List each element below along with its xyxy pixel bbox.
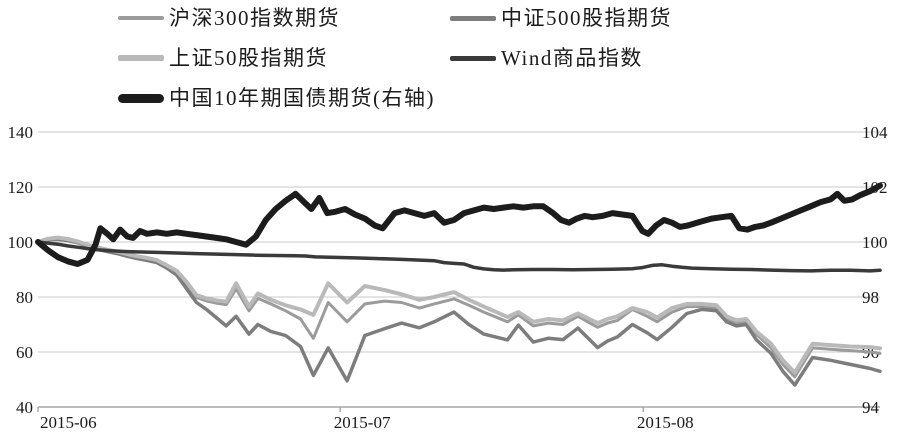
series-line-sse50: [36, 235, 882, 375]
series-line-csi300: [36, 236, 882, 379]
series-line-wind_commodity: [36, 240, 882, 273]
y-axis-label-right: 98: [862, 288, 879, 307]
legend-item-csi300: 沪深300指数期货: [118, 5, 340, 31]
legend-label-sse50: 上证50股指期货: [169, 46, 328, 70]
legend-label-csi500: 中证500股指期货: [501, 6, 672, 30]
x-tick-label: 2015-08: [637, 413, 694, 432]
legend-label-csi300: 沪深300指数期货: [169, 6, 340, 30]
legend-item-csi500: 中证500股指期货: [450, 5, 672, 31]
y-axis-label-right: 100: [862, 233, 888, 252]
y-axis-label-left: 120: [8, 178, 34, 197]
legend-item-wind-commodity: Wind商品指数: [450, 45, 643, 71]
y-axis-label-left: 140: [8, 123, 34, 142]
legend-swatch-csi500: [450, 15, 496, 21]
series-line-csi500: [36, 237, 882, 387]
legend-swatch-wind-commodity: [450, 55, 496, 61]
legend-label-wind-commodity: Wind商品指数: [501, 46, 643, 70]
x-tick-label: 2015-06: [40, 413, 97, 432]
legend-item-sse50: 上证50股指期货: [118, 45, 328, 71]
series-line-treasury_10y: [35, 182, 883, 267]
y-axis-label-left: 40: [16, 398, 33, 417]
y-axis-label-right: 94: [862, 398, 880, 417]
y-axis-label-left: 80: [16, 288, 33, 307]
x-tick-label: 2015-07: [334, 413, 391, 432]
legend-label-treasury-10y: 中国10年期国债期货(右轴): [169, 86, 435, 110]
legend-item-treasury-10y: 中国10年期国债期货(右轴): [118, 85, 435, 111]
legend-swatch-treasury-10y: [118, 93, 164, 103]
legend-swatch-csi300: [118, 16, 164, 20]
y-axis-label-left: 60: [16, 343, 33, 362]
y-axis-label-right: 104: [862, 123, 888, 142]
y-axis-label-left: 100: [8, 233, 34, 252]
legend-swatch-sse50: [118, 55, 164, 61]
